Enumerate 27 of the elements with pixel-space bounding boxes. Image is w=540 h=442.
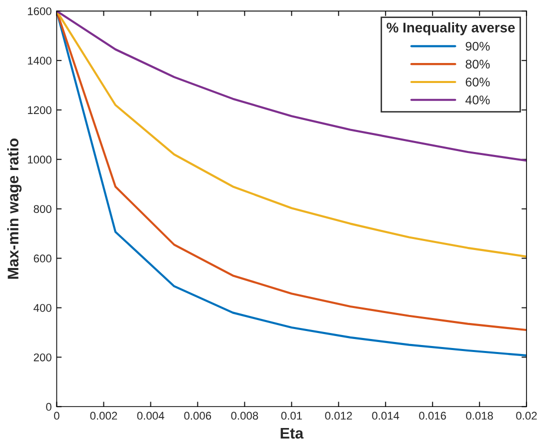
x-axis-title: Eta bbox=[280, 428, 304, 439]
legend-title: % Inequality averse bbox=[386, 22, 515, 36]
legend-label: 90% bbox=[466, 42, 490, 51]
x-tick-label: 0.012 bbox=[325, 412, 352, 420]
x-tick-label: 0.008 bbox=[231, 412, 258, 420]
legend-label: 60% bbox=[466, 78, 490, 86]
y-tick-label: 800 bbox=[34, 205, 52, 213]
x-tick-label: 0.006 bbox=[184, 412, 212, 420]
x-tick-label: 0 bbox=[54, 412, 60, 420]
x-tick-label: 0.004 bbox=[137, 412, 164, 420]
y-tick-label: 600 bbox=[34, 254, 52, 262]
x-tick-label: 0.016 bbox=[419, 412, 446, 420]
legend-label: 40% bbox=[465, 96, 490, 104]
x-tick-label: 0.002 bbox=[90, 412, 118, 420]
x-tick-label: 0.018 bbox=[466, 412, 493, 420]
y-tick-label: 0 bbox=[46, 402, 52, 411]
y-tick-label: 400 bbox=[34, 304, 52, 312]
y-tick-label: 1200 bbox=[28, 106, 52, 114]
y-tick-label: 200 bbox=[34, 353, 52, 362]
legend-label: 80% bbox=[466, 60, 490, 69]
x-tick-label: 0.014 bbox=[372, 412, 400, 420]
x-tick-label: 0.01 bbox=[281, 412, 302, 420]
x-tick-label: 0.02 bbox=[516, 412, 537, 420]
y-tick-label: 1000 bbox=[28, 156, 52, 164]
y-axis-title: Max-min wage ratio bbox=[7, 138, 22, 279]
y-tick-label: 1600 bbox=[28, 7, 52, 16]
y-tick-label: 1400 bbox=[28, 56, 52, 65]
